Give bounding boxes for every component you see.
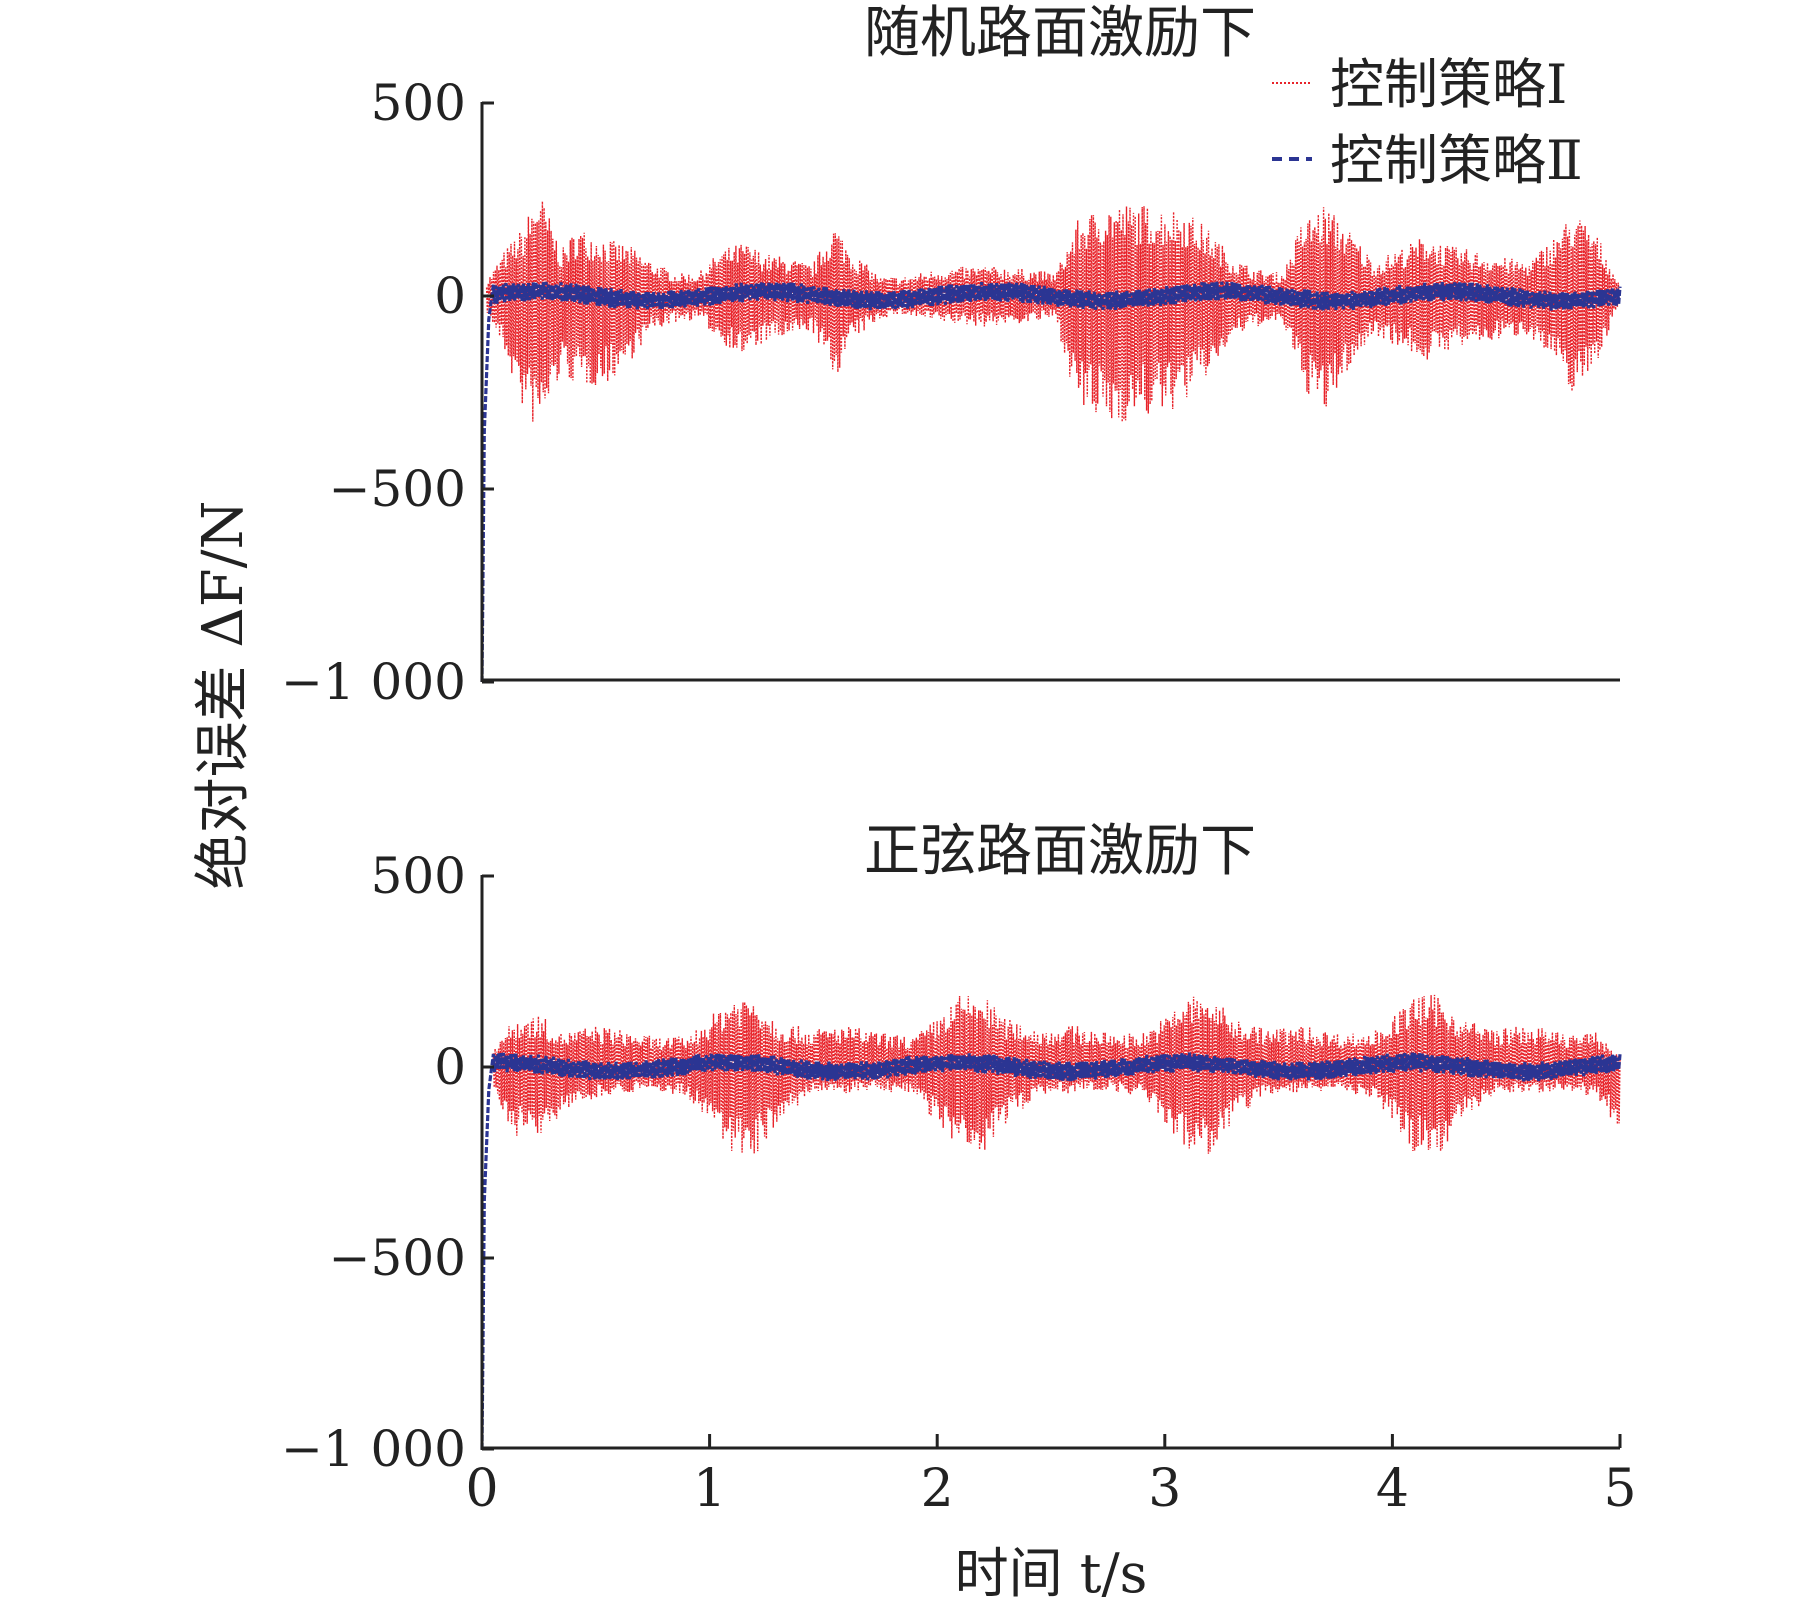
x-tick-label: 3 xyxy=(1148,1459,1181,1519)
y-tick-label: 500 xyxy=(371,847,466,905)
y-axis-label: 绝对误差 ΔF/N xyxy=(191,501,256,890)
strategy-2-line-1 xyxy=(480,281,1622,683)
panel-title-2: 正弦路面激励下 xyxy=(864,819,1256,884)
y-tick-label: −1 000 xyxy=(281,1420,466,1478)
y-tick-label: −500 xyxy=(329,1229,466,1287)
legend-label-1: 控制策略Ⅰ xyxy=(1330,53,1567,116)
x-tick-label: 5 xyxy=(1603,1459,1636,1519)
x-tick-label: 1 xyxy=(693,1459,726,1519)
legend-label-2: 控制策略Ⅱ xyxy=(1330,129,1583,192)
x-axis-label: 时间 t/s xyxy=(955,1542,1148,1605)
y-tick-label: 0 xyxy=(434,267,466,325)
x-tick-label: 4 xyxy=(1376,1459,1409,1519)
x-tick-label: 2 xyxy=(921,1459,954,1519)
series-control-strategy-1 xyxy=(485,201,1621,1154)
axes xyxy=(480,82,1622,1451)
x-tick-label: 0 xyxy=(465,1459,498,1519)
y-tick-label: 500 xyxy=(371,74,466,132)
strategy-2-line-2 xyxy=(480,1052,1622,1450)
strategy-1-line-1 xyxy=(485,201,1621,423)
series-control-strategy-2 xyxy=(480,281,1622,1450)
y-tick-label: −1 000 xyxy=(281,653,466,711)
y-tick-label: −500 xyxy=(329,460,466,518)
y-tick-label: 0 xyxy=(434,1038,466,1096)
panel-title-1: 随机路面激励下 xyxy=(864,1,1256,66)
chart-labels: −1 000 −500 0 500 随机路面激励下 −1 000 −500 0 500 正弦路面激… xyxy=(191,1,1637,1605)
